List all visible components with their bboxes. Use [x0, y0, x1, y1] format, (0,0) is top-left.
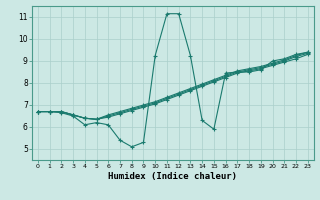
- X-axis label: Humidex (Indice chaleur): Humidex (Indice chaleur): [108, 172, 237, 181]
